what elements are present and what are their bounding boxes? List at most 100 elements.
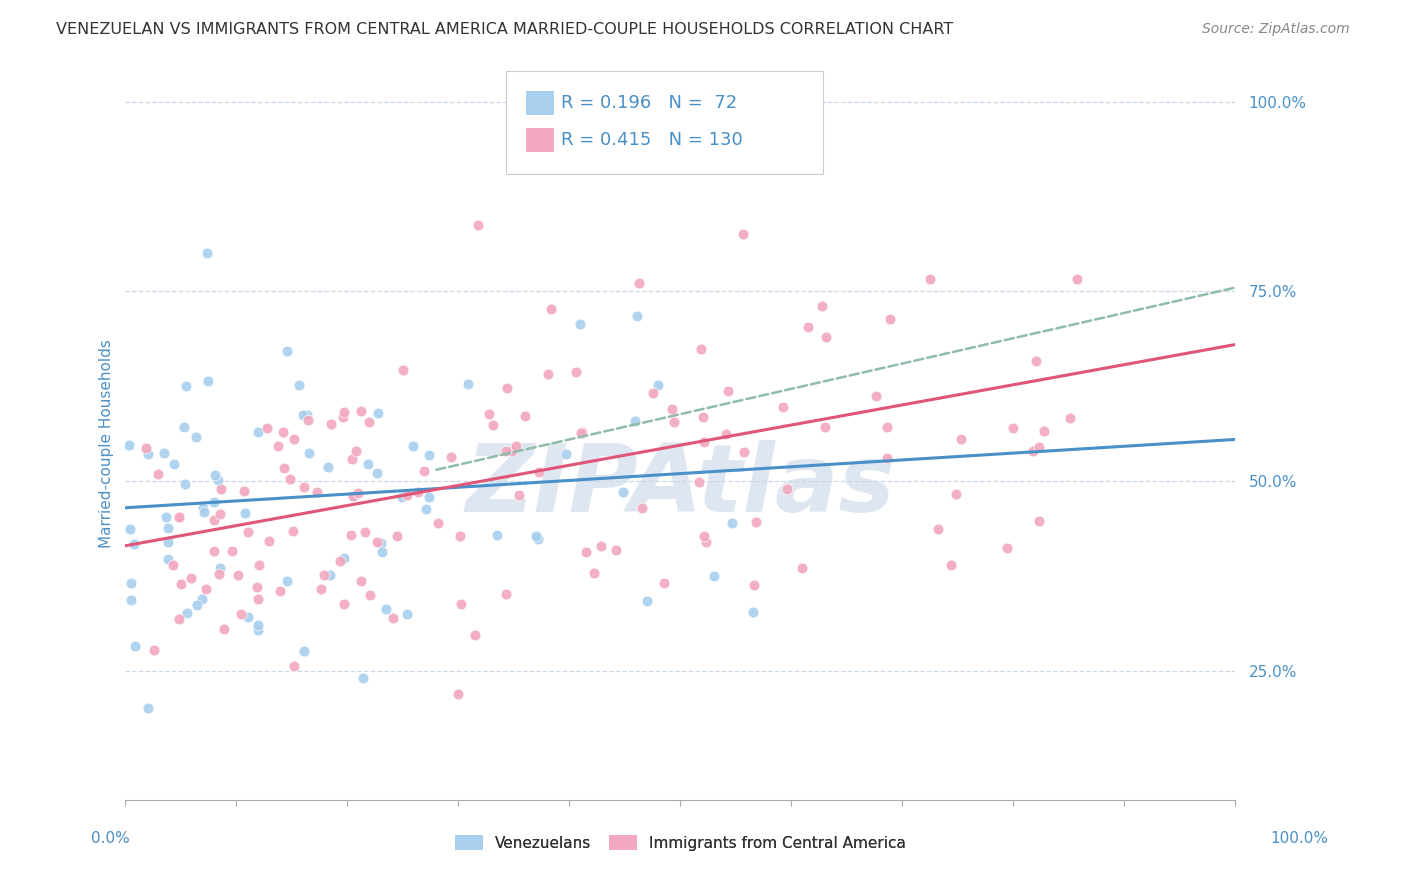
- Text: 0.0%: 0.0%: [91, 831, 131, 846]
- Point: [343, 489, 366, 503]
- Point: [396, 488, 419, 502]
- Point: [927, 522, 949, 536]
- Point: [716, 426, 738, 441]
- Point: [813, 420, 835, 434]
- Point: [204, 468, 226, 483]
- Point: [339, 528, 361, 542]
- Point: [495, 587, 517, 601]
- Point: [524, 529, 547, 543]
- Text: 100.0%: 100.0%: [1271, 831, 1329, 846]
- Point: [354, 525, 377, 540]
- Point: [790, 561, 813, 575]
- Point: [569, 317, 592, 331]
- Point: [347, 486, 370, 500]
- Point: [382, 611, 405, 625]
- Point: [176, 606, 198, 620]
- Point: [402, 440, 425, 454]
- Point: [1033, 424, 1056, 438]
- Text: R = 0.415   N = 130: R = 0.415 N = 130: [561, 131, 742, 149]
- Point: [191, 592, 214, 607]
- Point: [1028, 514, 1050, 528]
- Point: [209, 483, 232, 497]
- Point: [575, 545, 598, 559]
- Point: [292, 409, 315, 423]
- Point: [626, 309, 648, 323]
- Point: [391, 490, 413, 504]
- Point: [1028, 441, 1050, 455]
- Point: [945, 487, 967, 501]
- Point: [246, 425, 269, 439]
- Point: [496, 381, 519, 395]
- Point: [342, 452, 364, 467]
- Y-axis label: Married-couple Households: Married-couple Households: [100, 339, 114, 548]
- Point: [157, 521, 180, 535]
- Point: [359, 415, 381, 429]
- Point: [297, 413, 319, 427]
- Point: [202, 513, 225, 527]
- Point: [1021, 443, 1043, 458]
- Point: [194, 582, 217, 597]
- Point: [332, 550, 354, 565]
- Point: [256, 421, 278, 435]
- Point: [367, 406, 389, 420]
- Point: [1001, 420, 1024, 434]
- Point: [395, 607, 418, 621]
- Point: [941, 558, 963, 572]
- Point: [238, 610, 260, 624]
- Point: [631, 501, 654, 516]
- Point: [233, 483, 256, 498]
- Point: [366, 466, 388, 480]
- Point: [174, 379, 197, 393]
- Legend: Venezuelans, Immigrants from Central America: Venezuelans, Immigrants from Central Ame…: [449, 829, 912, 856]
- Point: [120, 593, 142, 607]
- Text: VENEZUELAN VS IMMIGRANTS FROM CENTRAL AMERICA MARRIED-COUPLE HOUSEHOLDS CORRELAT: VENEZUELAN VS IMMIGRANTS FROM CENTRAL AM…: [56, 22, 953, 37]
- Point: [612, 485, 634, 500]
- Point: [446, 688, 468, 702]
- Point: [184, 430, 207, 444]
- Point: [208, 566, 231, 581]
- Point: [191, 500, 214, 515]
- Point: [257, 534, 280, 549]
- Point: [995, 541, 1018, 555]
- Point: [370, 536, 392, 550]
- Point: [276, 344, 298, 359]
- Point: [212, 622, 235, 636]
- Point: [162, 558, 184, 573]
- Point: [478, 407, 501, 421]
- Point: [226, 567, 249, 582]
- Point: [589, 539, 612, 553]
- Point: [329, 553, 352, 567]
- Point: [662, 415, 685, 429]
- Point: [661, 402, 683, 417]
- Point: [269, 584, 291, 599]
- Point: [692, 409, 714, 424]
- Point: [366, 534, 388, 549]
- Point: [536, 367, 558, 381]
- Point: [350, 574, 373, 588]
- Point: [298, 446, 321, 460]
- Point: [703, 569, 725, 583]
- Point: [124, 639, 146, 653]
- Point: [636, 594, 658, 608]
- Point: [605, 542, 627, 557]
- Point: [276, 574, 298, 588]
- Point: [180, 571, 202, 585]
- Point: [359, 588, 381, 602]
- Point: [332, 409, 354, 424]
- Point: [307, 484, 329, 499]
- Text: ZIPAtlas: ZIPAtlas: [465, 440, 896, 532]
- Point: [624, 414, 647, 428]
- Point: [688, 475, 710, 490]
- Point: [350, 404, 373, 418]
- Point: [772, 400, 794, 414]
- Point: [319, 417, 342, 431]
- Point: [695, 535, 717, 549]
- Point: [273, 460, 295, 475]
- Point: [1025, 354, 1047, 368]
- Point: [418, 490, 440, 504]
- Point: [582, 566, 605, 581]
- Point: [721, 516, 744, 530]
- Point: [392, 363, 415, 377]
- Point: [238, 524, 260, 539]
- Point: [647, 378, 669, 392]
